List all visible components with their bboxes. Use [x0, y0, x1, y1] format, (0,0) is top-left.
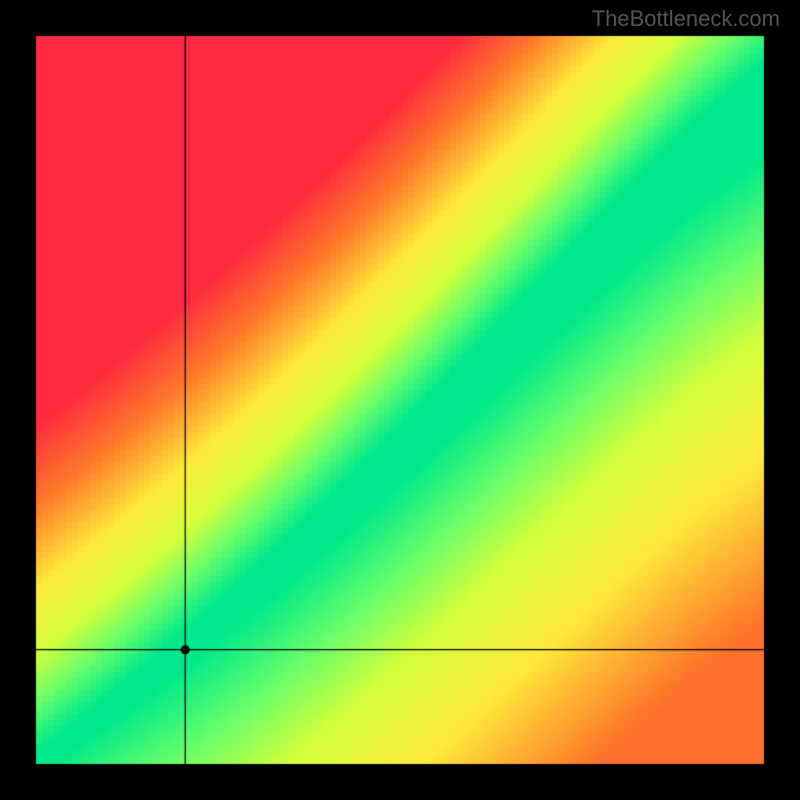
chart-container: TheBottleneck.com	[0, 0, 800, 800]
watermark-text: TheBottleneck.com	[592, 6, 780, 32]
bottleneck-heatmap	[0, 0, 800, 800]
